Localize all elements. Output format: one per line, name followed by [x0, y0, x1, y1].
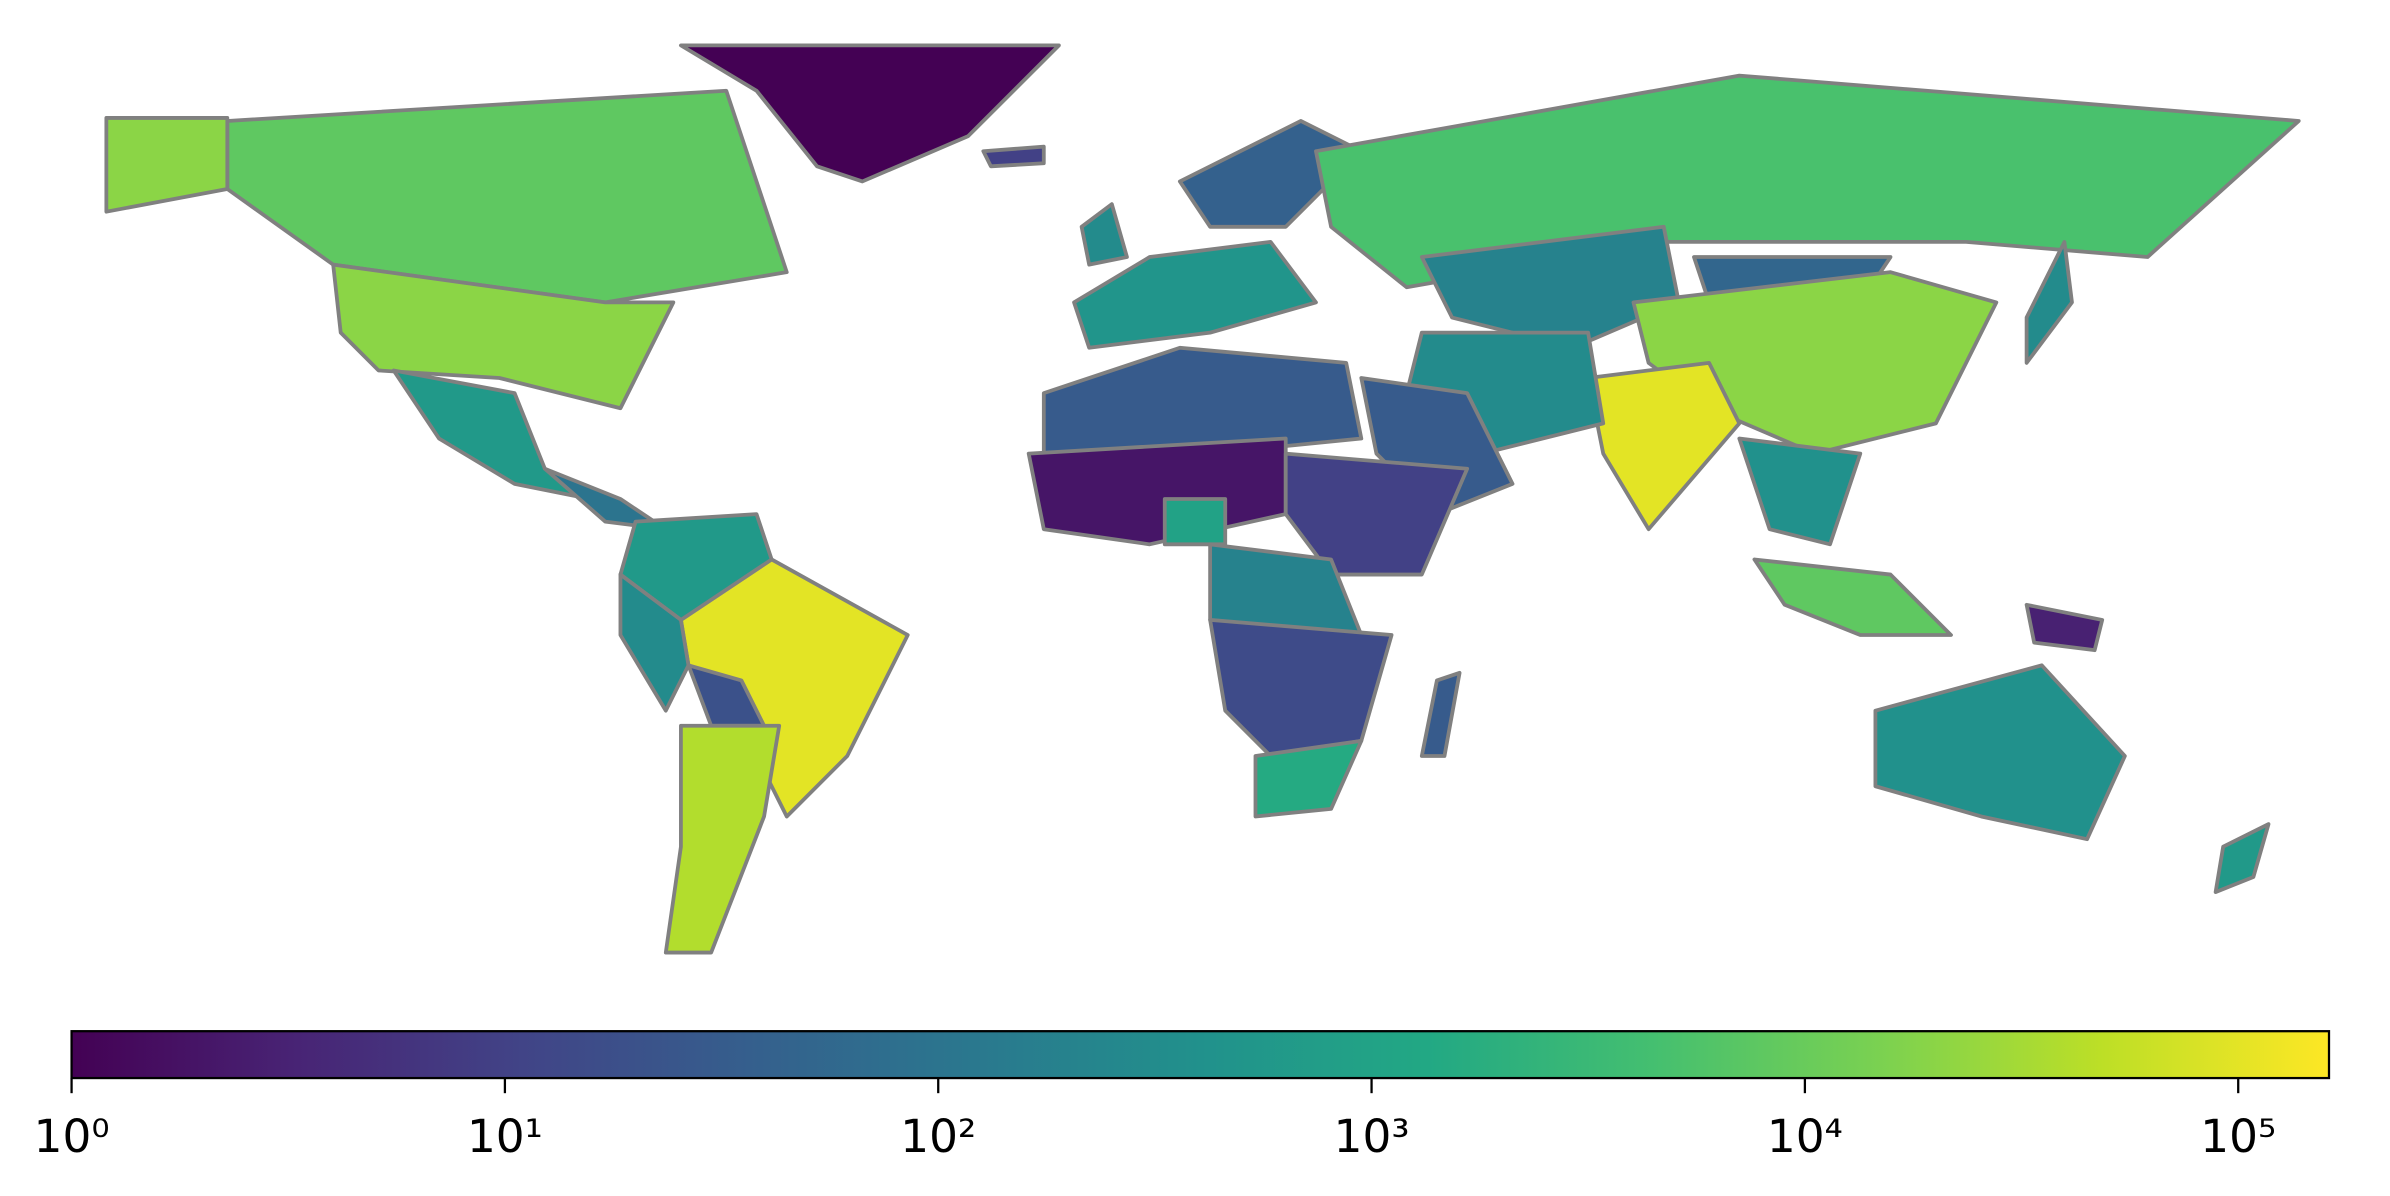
country [1253, 738, 1364, 819]
country [1586, 360, 1742, 532]
country [1072, 240, 1318, 350]
country [618, 512, 774, 622]
colorbar [70, 1030, 2331, 1080]
country [1283, 451, 1470, 577]
country [1873, 663, 2127, 842]
country [1359, 376, 1515, 516]
country [104, 116, 230, 214]
country [981, 144, 1046, 169]
tick-label: 10² [900, 1110, 976, 1163]
country [331, 262, 676, 411]
tick-label: 10¹ [467, 1110, 543, 1163]
countries [104, 43, 2301, 955]
country [2024, 240, 2074, 365]
country [1026, 436, 1288, 547]
country [618, 572, 691, 713]
country [2024, 602, 2105, 653]
country [1419, 670, 1462, 758]
country [1314, 73, 2301, 290]
country [663, 723, 782, 955]
country [1079, 202, 1129, 267]
country [1737, 436, 1863, 547]
country [2213, 822, 2271, 894]
country [225, 88, 789, 305]
country [1208, 618, 1394, 758]
tick-label: 10⁵ [2200, 1110, 2276, 1163]
country [1162, 497, 1228, 547]
country [1752, 557, 1953, 637]
country [1419, 224, 1681, 350]
tick-label: 10⁰ [34, 1110, 110, 1163]
tick-label: 10⁴ [1767, 1110, 1843, 1163]
tick-label: 10³ [1334, 1110, 1410, 1163]
country [679, 43, 1061, 184]
